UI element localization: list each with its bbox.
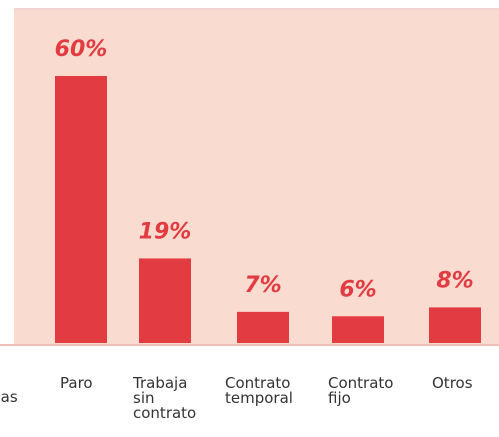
- x-tick-label: Contrato temporal: [225, 374, 293, 407]
- value-label: 60%: [55, 37, 108, 62]
- bar: [332, 316, 384, 343]
- x-tick-label: Paro: [60, 374, 93, 392]
- x-tick-label: onas es: [0, 388, 18, 406]
- bar: [429, 307, 481, 343]
- bar: [55, 76, 107, 343]
- value-label: 19%: [139, 219, 192, 244]
- value-label: 8%: [436, 268, 473, 293]
- bar: [139, 258, 191, 343]
- x-tick-label: Trabaja sin contrato: [133, 374, 197, 422]
- value-label: 7%: [244, 273, 281, 298]
- bar: [237, 311, 289, 343]
- x-tick-label: Otros: [432, 374, 473, 392]
- value-label: 6%: [339, 277, 376, 302]
- x-tick-label: Contrato fijo: [328, 374, 394, 407]
